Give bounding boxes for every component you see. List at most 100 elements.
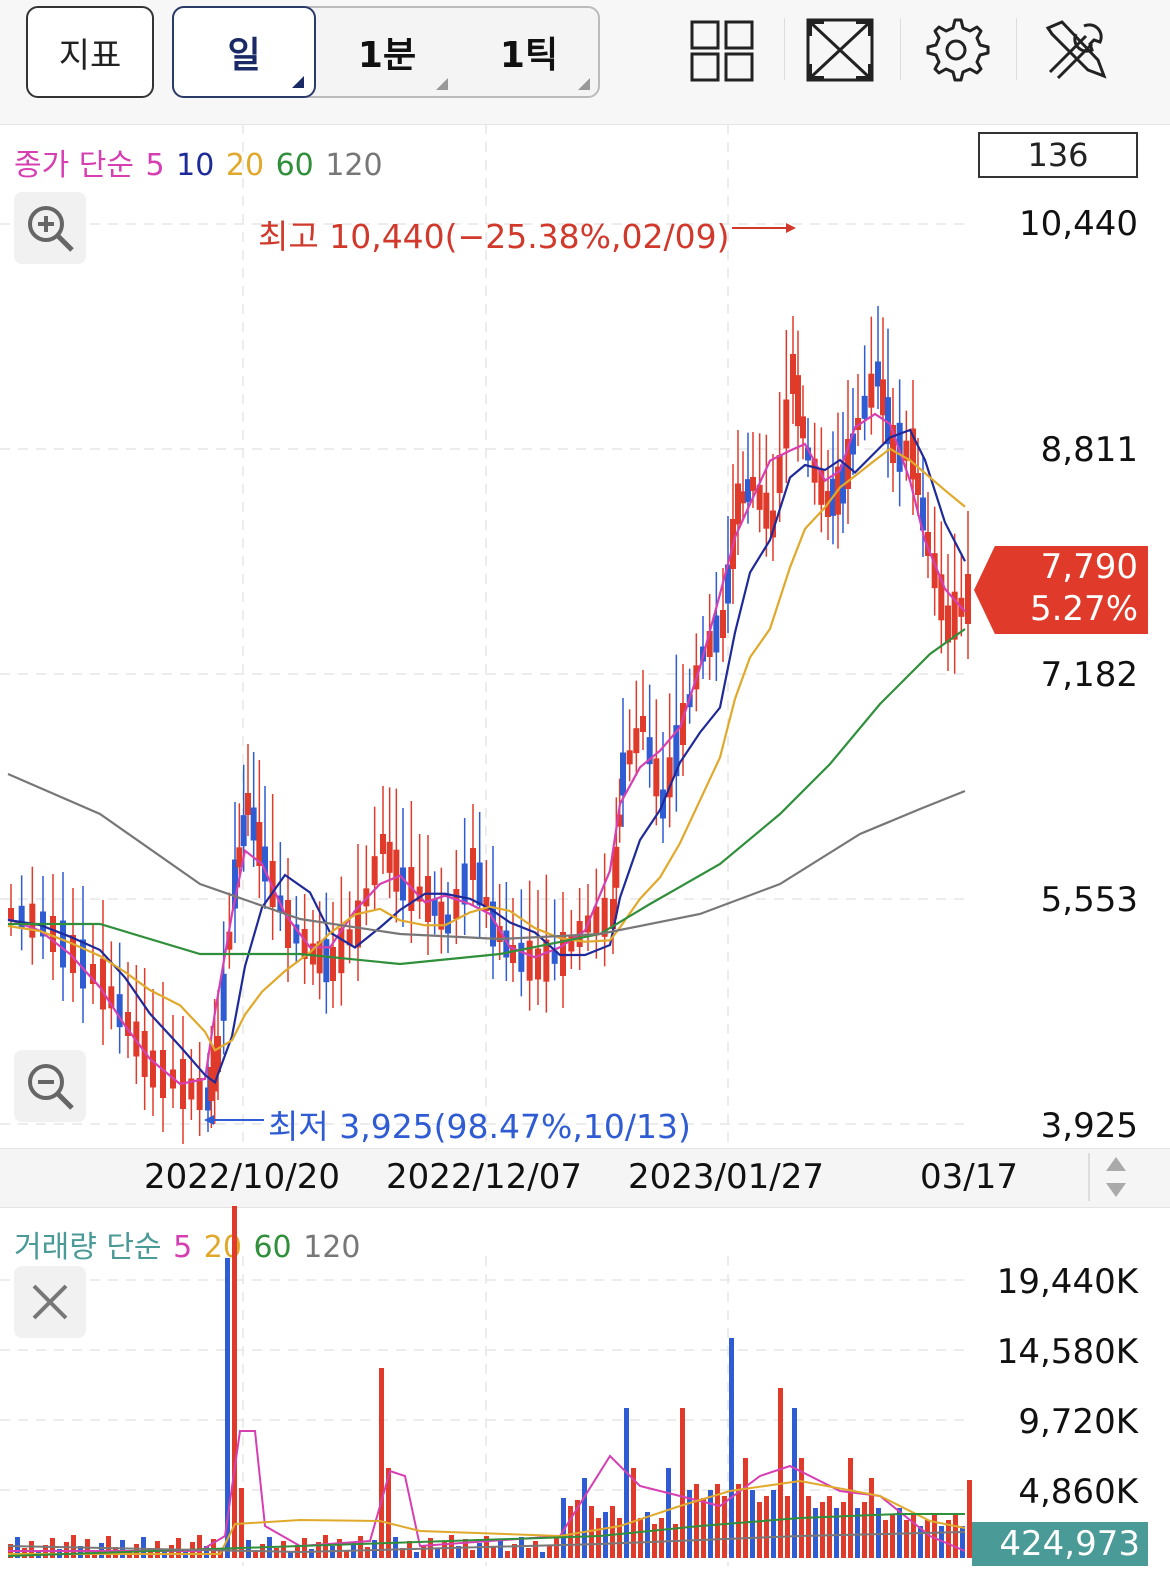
volume-bar [498,1540,503,1558]
candle-body [868,373,875,408]
volume-bar [106,1536,111,1558]
candle-body [380,834,386,854]
settings-gear-icon[interactable] [920,14,992,86]
candle-body [226,931,233,950]
volume-bar [876,1508,881,1558]
volume-bar [491,1547,496,1558]
candle-body [125,1012,131,1036]
volume-bar [680,1408,685,1558]
volume-bar [309,1549,314,1558]
volume-bar [393,1537,398,1558]
period-day-label: 일 [227,35,261,76]
volume-bar [400,1548,405,1558]
candle-body [673,725,680,777]
volume-bar [50,1538,55,1558]
volume-bar [561,1498,566,1558]
volume-bar [694,1484,699,1558]
chart-toolbar: 지표 일 1분 1틱 [0,0,1170,125]
candle-body [90,964,96,984]
candle-body [795,375,801,427]
candle-body [188,1078,195,1100]
candle-body [845,439,851,489]
volume-bar [596,1518,601,1558]
candle-body [915,473,921,495]
candle-body [256,822,263,866]
candle-body [208,1067,215,1101]
period-minute-button[interactable]: 1분 [316,6,458,98]
candle-body [503,930,510,958]
candle-body [763,492,770,529]
volume-bar [302,1538,307,1558]
candle-body [211,1046,218,1092]
date-tick: 2023/01/27 [628,1157,824,1197]
volume-bar [834,1508,839,1558]
period-day-button[interactable]: 일 [172,6,316,98]
candle-body [601,897,608,937]
candle-body [220,973,227,1021]
visible-count-box[interactable]: 136 [978,132,1138,178]
volume-bar [281,1541,286,1558]
volume-bar [540,1552,545,1558]
volume-bar [582,1478,587,1558]
volume-bar [421,1545,426,1558]
ma60-label: 60 [275,148,314,183]
candle-body [790,354,796,394]
candle-body [706,631,713,657]
candle-body [740,491,746,504]
volume-bar [722,1496,727,1558]
price-chart[interactable] [0,124,1170,1148]
date-axis[interactable]: 2022/10/20 2022/12/07 2023/01/27 03/17 [0,1148,1170,1208]
close-volume-button[interactable] [14,1266,86,1338]
current-volume-tag: 424,973 [972,1522,1148,1566]
volume-bar [225,1258,230,1558]
candle-body [330,947,336,981]
candle-body [8,908,14,920]
candle-body [776,455,783,493]
price-y-tick: 5,553 [1040,880,1138,920]
volume-bar [365,1547,370,1558]
toolbar-divider [1016,18,1017,80]
tools-wrench-icon[interactable] [1040,14,1112,86]
axis-scroll-arrows-icon[interactable] [1088,1149,1148,1205]
candle-body [850,433,856,455]
volume-bar [533,1541,538,1558]
zoom-out-button[interactable] [14,1050,86,1122]
volume-bar [799,1458,804,1558]
candle-body [232,859,238,909]
candle-body [29,903,36,938]
volume-bar [519,1537,524,1558]
candle-body [150,1050,156,1088]
period-tick-button[interactable]: 1틱 [458,6,600,98]
zoom-in-button[interactable] [14,192,86,264]
volume-bar [449,1535,454,1558]
candle-body [568,936,575,952]
candle-body [245,793,251,815]
volume-bar [785,1496,790,1558]
volume-bar [827,1496,832,1558]
low-arrow-head [204,1115,214,1125]
vol-ma60-line [7,1513,965,1557]
candle-body [262,846,268,882]
volume-bar [253,1551,258,1558]
candle-body [896,422,903,472]
indicator-button[interactable]: 지표 [26,6,154,98]
candle-body [70,935,76,973]
candle-body [285,900,291,948]
fullscreen-icon[interactable] [804,14,876,86]
candle-body [483,897,490,911]
candle-body [386,841,393,873]
candle-body [310,943,316,965]
toolbar-divider [900,18,901,80]
volume-chart[interactable] [0,1206,1170,1566]
volume-bar [771,1490,776,1558]
volume-bar [358,1536,363,1558]
current-change: 5.27% [1029,589,1138,629]
candle-body [640,716,646,732]
candle-body [80,939,86,989]
candle-body [470,848,476,880]
price-y-tick: 3,925 [1040,1106,1138,1146]
layout-grid-icon[interactable] [686,14,758,86]
candle-body [750,477,756,491]
vol-ma20-line [8,1479,966,1555]
candle-body [903,440,910,461]
